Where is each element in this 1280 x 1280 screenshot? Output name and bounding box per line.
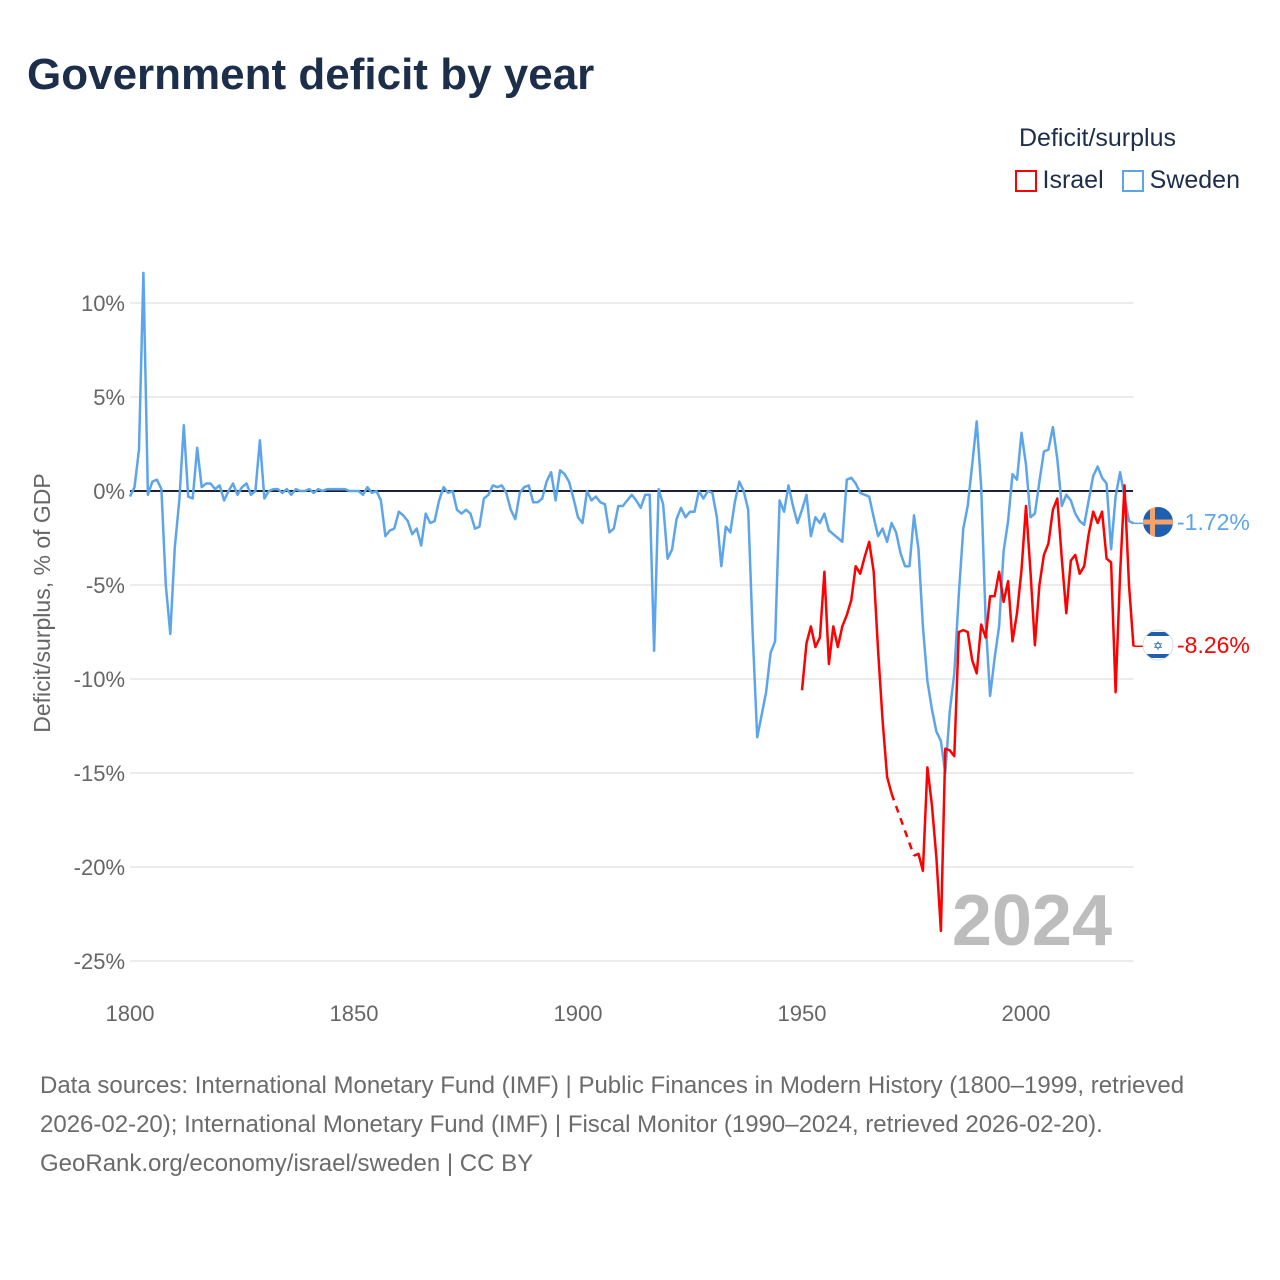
legend-swatch-israel <box>1014 169 1037 192</box>
y-tick-label: -20% <box>74 855 125 880</box>
legend-title: Deficit/surplus <box>1019 124 1176 152</box>
legend-label-sweden: Sweden <box>1149 166 1240 194</box>
y-tick-label: 5% <box>93 385 125 410</box>
legend-swatch-sweden <box>1121 169 1144 192</box>
x-tick-label: 1900 <box>554 1001 603 1026</box>
x-tick-label: 1800 <box>106 1001 155 1026</box>
sweden-series-line <box>128 271 1135 775</box>
israel-end-label: -8.26% <box>1177 632 1250 658</box>
legend: Israel Sweden <box>1014 166 1240 195</box>
chart-plot: 10% 5% 0% -5% -10% -15% -20% -25% 1800 1850 1900 19… <box>29 271 1250 1026</box>
year-overlay: 2024 <box>952 881 1112 961</box>
data-sources: Data sources: International Monetary Fun… <box>40 1072 1185 1138</box>
x-tick-label: 2000 <box>1002 1001 1051 1026</box>
y-tick-label: -10% <box>74 667 125 692</box>
y-tick-label: -25% <box>74 949 125 974</box>
svg-text:✡: ✡ <box>1153 639 1163 653</box>
legend-item-israel[interactable]: Israel <box>1014 166 1104 195</box>
sweden-flag-icon <box>1143 507 1173 537</box>
credit-link[interactable]: GeoRank.org/economy/israel/sweden | CC B… <box>40 1150 534 1177</box>
y-tick-label: -5% <box>86 573 125 598</box>
x-tick-label: 1850 <box>330 1001 379 1026</box>
y-tick-label: 0% <box>93 479 125 504</box>
y-tick-label: -15% <box>74 761 125 786</box>
footer: Data sources: International Monetary Fun… <box>40 1066 1240 1183</box>
israel-series-line <box>800 484 1135 933</box>
israel-gap-segment <box>890 793 916 857</box>
legend-label-israel: Israel <box>1042 166 1104 194</box>
israel-flag-icon: ✡ <box>1142 629 1174 661</box>
sweden-end-label: -1.72% <box>1177 509 1250 535</box>
y-axis-label: Deficit/surplus, % of GDP <box>29 473 55 732</box>
chart-title: Government deficit by year <box>27 50 595 99</box>
x-tick-label: 1950 <box>778 1001 827 1026</box>
y-tick-label: 10% <box>81 291 125 316</box>
legend-item-sweden[interactable]: Sweden <box>1121 166 1240 195</box>
